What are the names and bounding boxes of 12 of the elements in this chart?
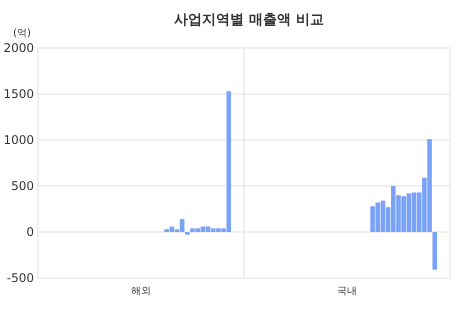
y-tick-label: -500 [6,271,34,286]
y-tick-label: 2000 [3,41,34,56]
bar [185,232,190,235]
y-axis-title: (억) [13,28,31,39]
y-tick-label: 0 [26,225,34,240]
bar [432,232,438,270]
y-tick-label: 1000 [3,133,34,148]
x-tick-label: 국내 [337,286,357,297]
y-tick-label: 1500 [3,87,34,102]
chart-title: 사업지역별 매출액 비교 [174,12,324,28]
y-tick-label: 500 [11,179,34,194]
x-tick-label: 해외 [131,286,151,297]
